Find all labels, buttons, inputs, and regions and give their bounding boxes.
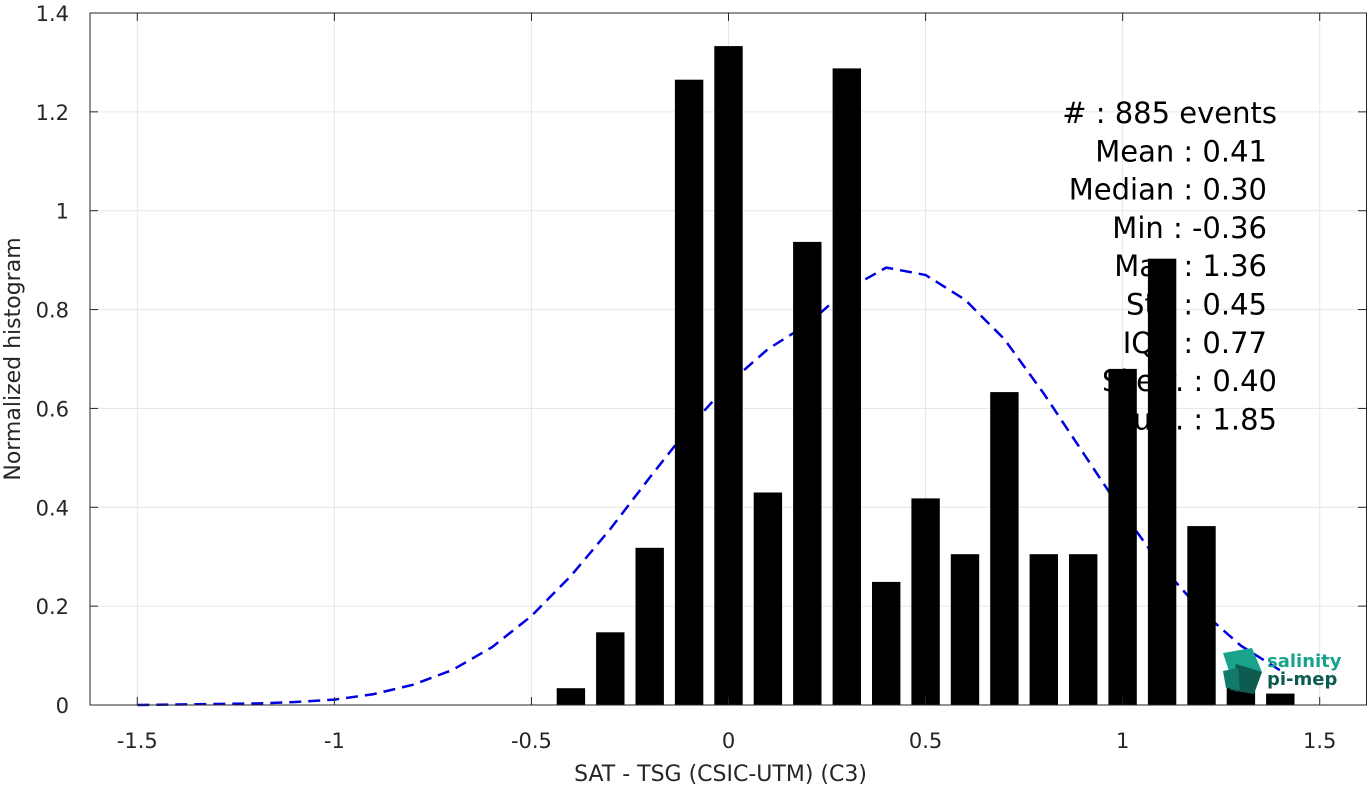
histogram-bar <box>596 632 625 705</box>
salinity-pi-mep-logo: salinity pi-mep <box>1223 648 1342 694</box>
stats-line: Mean : 0.41 <box>1095 134 1267 168</box>
histogram-bar <box>1108 368 1137 705</box>
histogram-bar <box>556 688 586 705</box>
logo-text-pi-mep: pi-mep <box>1267 669 1337 690</box>
y-tick-label: 0 <box>56 694 69 718</box>
y-tick-label: 1.4 <box>36 2 69 26</box>
y-tick-label: 1 <box>56 200 69 224</box>
x-tick-label: 1.5 <box>1303 729 1336 753</box>
tick-labels: -1.5 -1 -0.5 0 0.5 1 1.5 0 0.2 0.4 0.6 0.8 1 1.2 1.4 <box>36 2 1337 753</box>
logo-mark-icon <box>1223 648 1262 694</box>
x-tick-label: 1 <box>1116 729 1129 753</box>
histogram-bar <box>950 554 980 705</box>
histogram-bar <box>990 392 1019 705</box>
stats-line: Kurt. : 1.85 <box>1116 402 1277 436</box>
stats-line: # : 885 events <box>1062 96 1277 130</box>
histogram-bar <box>1069 554 1098 705</box>
stats-line: IQR : 0.77 <box>1123 326 1267 360</box>
x-tick-label: 0 <box>722 729 735 753</box>
y-tick-label: 0.6 <box>36 397 69 421</box>
tick-marks <box>90 12 1366 706</box>
histogram-bar <box>911 498 940 705</box>
x-tick-label: -1 <box>324 729 345 753</box>
histogram-bar <box>793 241 822 705</box>
stats-line: Median : 0.30 <box>1069 173 1267 207</box>
histogram-bar <box>753 492 783 705</box>
histogram-bar <box>1266 693 1295 705</box>
stats-line: Skew. : 0.40 <box>1102 364 1277 398</box>
y-axis-label: Normalized histogram <box>1 237 26 480</box>
bar-layer <box>556 46 1295 706</box>
y-tick-label: 0.4 <box>36 496 69 520</box>
x-axis-label: SAT - TSG (CSIC-UTM) (C3) <box>574 762 867 785</box>
histogram-bar <box>832 68 861 705</box>
y-tick-label: 0.2 <box>36 595 69 619</box>
histogram-bar <box>714 46 743 706</box>
y-tick-label: 1.2 <box>36 101 69 125</box>
gaussian-fit-curve <box>137 266 1281 707</box>
logo-text-salinity: salinity <box>1267 651 1342 672</box>
y-tick-label: 0.8 <box>36 299 69 323</box>
histogram-bar <box>635 547 664 705</box>
x-tick-label: -1.5 <box>117 729 158 753</box>
histogram-bar <box>1187 526 1216 705</box>
x-tick-label: -0.5 <box>511 729 552 753</box>
stats-line: Std : 0.45 <box>1126 288 1267 322</box>
histogram-bar <box>674 79 704 705</box>
stats-line: Max : 1.36 <box>1114 249 1267 283</box>
histogram-bar <box>1147 258 1177 705</box>
fit-curve-layer <box>137 266 1281 707</box>
histogram-bar <box>1029 554 1058 705</box>
stats-annotation: # : 885 events Mean : 0.41 Median : 0.30 Mi… <box>1062 96 1277 436</box>
x-tick-label: 0.5 <box>909 729 942 753</box>
stats-line: Min : -0.36 <box>1112 211 1267 245</box>
histogram-bar <box>872 581 901 705</box>
